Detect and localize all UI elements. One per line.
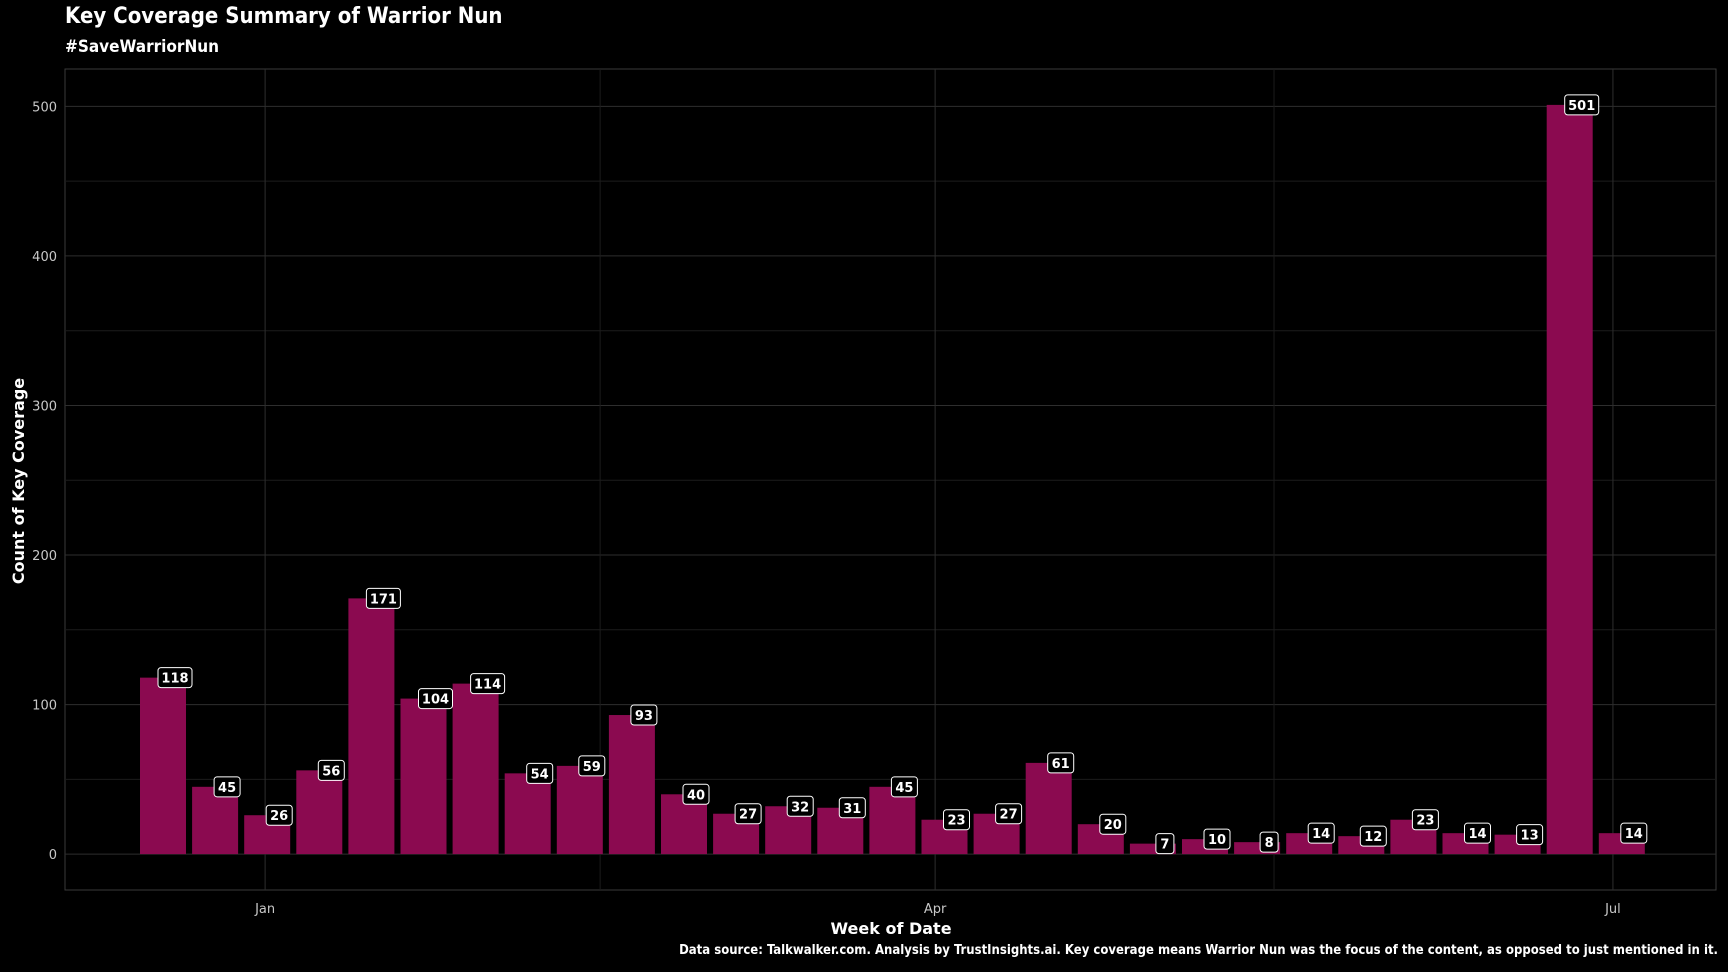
x-tick-label: Apr <box>924 902 947 917</box>
data-labels: 118 45 26 56 171 104 114 54 59 93 40 27 32 31 45 23 27 61… <box>157 94 1648 855</box>
bar <box>296 770 343 855</box>
bar <box>348 598 395 855</box>
data-label-box <box>786 795 814 817</box>
bar <box>1025 762 1072 855</box>
data-label: 501 <box>1568 99 1595 114</box>
data-label-box <box>890 776 918 798</box>
x-tick-label: Jul <box>1604 902 1621 917</box>
data-label: 10 <box>1208 833 1226 848</box>
data-label-box <box>365 587 401 609</box>
panel-border <box>64 68 1717 891</box>
data-label: 61 <box>1052 757 1070 772</box>
bar <box>504 773 551 855</box>
x-tick-label: Jan <box>254 902 275 917</box>
bar <box>608 715 655 855</box>
data-label-box <box>1464 822 1491 844</box>
data-label-box <box>470 673 506 695</box>
data-label: 45 <box>218 781 236 796</box>
data-label-box <box>838 797 866 819</box>
data-label: 45 <box>895 781 913 796</box>
data-label-box <box>578 755 606 777</box>
data-label: 54 <box>531 767 549 782</box>
data-label-box <box>418 688 453 710</box>
data-label: 14 <box>1312 827 1330 842</box>
data-label-box <box>1411 809 1439 831</box>
data-label-box <box>526 762 554 784</box>
bar <box>1234 842 1281 855</box>
data-label: 104 <box>422 693 449 708</box>
data-label: 171 <box>370 592 397 607</box>
data-label-box <box>1259 831 1279 853</box>
data-label: 20 <box>1104 818 1122 833</box>
data-label: 31 <box>843 802 861 817</box>
y-tick-label: 0 <box>49 848 57 863</box>
data-label: 7 <box>1160 838 1169 853</box>
bar <box>140 677 186 855</box>
data-label: 14 <box>1468 827 1486 842</box>
data-label: 8 <box>1265 836 1274 851</box>
y-axis: 0 100 200 300 400 500 <box>32 100 57 863</box>
bar <box>869 786 916 855</box>
y-tick-label: 100 <box>32 699 57 714</box>
data-label-box <box>734 803 762 825</box>
data-label: 13 <box>1521 829 1539 844</box>
data-label: 12 <box>1364 830 1382 845</box>
bar <box>1129 843 1176 855</box>
bar <box>192 786 239 855</box>
data-label: 23 <box>947 814 965 829</box>
chart-subtitle: #SaveWarriorNun <box>65 37 220 57</box>
data-label-box <box>1620 822 1648 844</box>
data-label: 59 <box>583 760 601 775</box>
y-tick-label: 300 <box>32 399 57 414</box>
data-label-box <box>630 704 658 726</box>
data-label-box <box>213 776 241 798</box>
data-label: 23 <box>1416 814 1434 829</box>
data-label: 93 <box>635 709 653 724</box>
data-label: 27 <box>1000 808 1018 823</box>
chart-caption: Data source: Talkwalker.com. Analysis by… <box>679 943 1718 958</box>
data-label-box <box>1564 94 1600 116</box>
data-label-box <box>157 667 193 689</box>
bar <box>452 683 499 855</box>
data-label: 118 <box>161 672 188 687</box>
data-label: 14 <box>1625 827 1643 842</box>
data-label-box <box>1155 833 1175 855</box>
bar <box>1546 104 1593 855</box>
bar <box>556 765 603 855</box>
data-label: 32 <box>791 800 809 815</box>
y-tick-label: 200 <box>32 549 57 564</box>
data-label-box <box>1099 813 1127 835</box>
data-label: 56 <box>322 764 340 779</box>
data-label-box <box>1516 824 1544 846</box>
data-label-box <box>995 803 1023 825</box>
bar <box>400 698 447 855</box>
data-label-box <box>1307 822 1335 844</box>
grid-lines <box>64 68 1717 891</box>
data-label: 40 <box>687 788 705 803</box>
data-label-box <box>1047 752 1075 774</box>
data-label: 27 <box>739 808 757 823</box>
data-label-box <box>1359 825 1387 847</box>
data-label-box <box>1203 828 1231 850</box>
data-label: 114 <box>474 678 501 693</box>
data-label: 26 <box>270 809 288 824</box>
y-axis-title: Count of Key Coverage <box>9 378 28 584</box>
x-axis-title: Week of Date <box>830 919 951 938</box>
data-label-box <box>265 804 293 826</box>
data-label-box <box>682 783 710 805</box>
bars <box>140 104 1645 855</box>
data-label-box <box>317 759 345 781</box>
data-label-box <box>943 809 970 831</box>
chart-title: Key Coverage Summary of Warrior Nun <box>65 4 503 29</box>
y-tick-label: 500 <box>32 100 57 115</box>
y-tick-label: 400 <box>32 250 57 265</box>
x-axis: Jan Apr Jul <box>254 902 1621 917</box>
